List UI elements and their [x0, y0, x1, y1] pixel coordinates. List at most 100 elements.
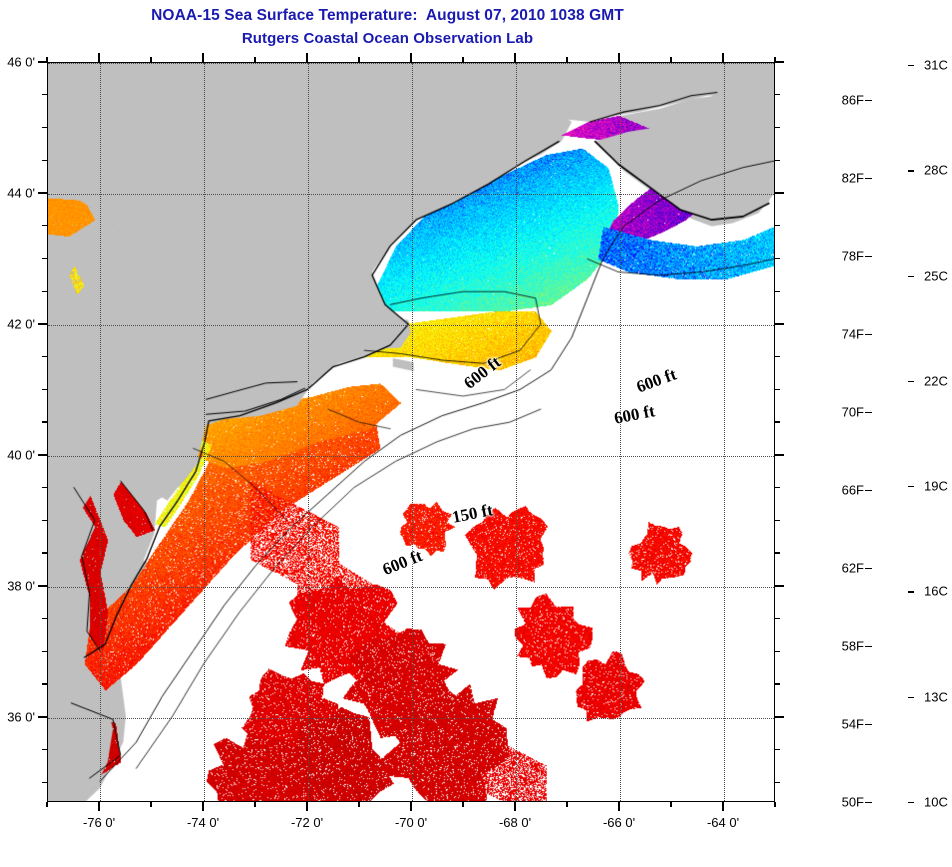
colorbar-label-fahrenheit: 50F: [841, 794, 864, 810]
x-axis-tick-top: [150, 57, 152, 62]
x-axis-tick-top: [46, 57, 48, 62]
y-axis-tick: [38, 61, 47, 63]
y-axis-tick-right: [775, 94, 780, 96]
colorbar-tick-left: [865, 490, 872, 492]
colorbar-label-fahrenheit: 82F: [841, 170, 864, 186]
colorbar-label-fahrenheit: 66F: [841, 482, 864, 498]
colorbar-tick-left: [865, 646, 872, 648]
x-axis-tick: [722, 802, 724, 811]
x-axis-tick-top: [410, 53, 412, 62]
x-axis-label: -68 0': [498, 815, 532, 830]
y-axis-tick-right: [775, 683, 780, 685]
y-axis-tick: [38, 192, 47, 194]
y-axis-tick-right: [775, 192, 784, 194]
y-axis-tick-right: [775, 290, 780, 292]
y-axis-tick-right: [775, 159, 780, 161]
colorbar-label-celsius: 28C: [924, 162, 948, 178]
y-axis-tick: [42, 650, 47, 653]
y-axis-tick-right: [775, 323, 784, 325]
x-axis-tick: [358, 802, 360, 807]
x-axis-tick-top: [670, 57, 672, 62]
colorbar-label-fahrenheit: 74F: [841, 326, 864, 342]
colorbar-label-fahrenheit: 78F: [841, 248, 864, 264]
y-axis-tick: [42, 225, 47, 227]
colorbar-label-celsius: 13C: [924, 689, 948, 705]
y-axis-label: 42 0': [7, 316, 35, 332]
x-axis-tick: [774, 802, 776, 807]
x-axis-tick-top: [254, 57, 256, 62]
x-axis-label: -66 0': [602, 815, 636, 830]
y-axis-tick-right: [775, 257, 780, 260]
y-axis-tick-right: [775, 486, 780, 489]
x-axis-tick-top: [722, 53, 724, 62]
y-axis-tick: [42, 683, 47, 685]
colorbar-tick-right: [908, 802, 914, 804]
colorbar-tick-left: [865, 568, 872, 570]
x-axis-tick: [618, 802, 620, 811]
colorbar-tick-left: [865, 178, 872, 180]
y-axis-tick-right: [775, 61, 784, 63]
colorbar-label-fahrenheit: 54F: [841, 716, 864, 732]
y-axis-tick-right: [775, 585, 784, 587]
x-axis-label: -72 0': [290, 815, 324, 830]
page-title: NOAA-15 Sea Surface Temperature: August …: [151, 7, 624, 24]
y-axis-tick-right: [775, 781, 780, 784]
x-axis-tick: [670, 802, 672, 807]
colorbar-tick-left: [865, 334, 872, 336]
y-axis-tick-right: [775, 126, 780, 129]
y-axis-tick: [42, 552, 47, 554]
x-axis-label: -76 0': [82, 815, 116, 830]
colorbar-label-fahrenheit: 62F: [841, 560, 864, 576]
y-axis-tick: [38, 323, 47, 325]
y-axis-tick: [42, 486, 47, 489]
y-axis-label: 40 0': [7, 447, 35, 463]
x-axis-tick: [98, 802, 100, 811]
y-axis-tick: [38, 585, 47, 587]
y-axis-tick-right: [775, 617, 780, 620]
x-axis-label: -74 0': [186, 815, 220, 830]
colorbar-tick-right: [908, 486, 914, 488]
colorbar-tick-right: [908, 380, 914, 383]
y-axis-tick: [42, 388, 47, 391]
x-axis-label: -64 0': [706, 815, 740, 830]
x-axis-tick-top: [618, 53, 620, 62]
x-axis-tick: [254, 802, 256, 807]
y-axis-label: 46 0': [7, 54, 35, 70]
y-axis-label: 38 0': [7, 578, 35, 594]
y-axis-tick: [42, 617, 47, 620]
map-plot-area: 600 ft 600 ft 600 ft 150 ft 600 ft: [47, 62, 775, 802]
x-axis-tick: [306, 802, 308, 811]
y-axis-tick: [42, 355, 47, 358]
y-axis-tick-right: [775, 388, 780, 391]
colorbar-label-fahrenheit: 86F: [841, 92, 864, 108]
y-axis-tick: [38, 716, 47, 718]
colorbar-tick-right: [908, 170, 914, 172]
colorbar-label-celsius: 25C: [924, 268, 948, 284]
x-axis-tick-top: [358, 57, 360, 62]
colorbar-tick-right: [908, 275, 914, 277]
colorbar-tick-left: [865, 802, 872, 804]
y-axis-tick: [42, 748, 47, 751]
x-axis-label: -70 0': [394, 815, 428, 830]
colorbar-label-fahrenheit: 58F: [841, 638, 864, 654]
colorbar-tick-left: [865, 412, 872, 414]
x-axis-tick-top: [774, 57, 776, 62]
x-axis-tick: [46, 802, 48, 807]
y-axis-tick-right: [775, 748, 780, 751]
y-axis-tick: [42, 159, 47, 161]
page-subtitle: Rutgers Coastal Ocean Observation Lab: [241, 30, 534, 47]
y-axis-tick: [42, 94, 47, 96]
y-axis-tick: [38, 454, 47, 456]
x-axis-tick: [566, 802, 568, 807]
y-axis-tick-right: [775, 454, 784, 456]
y-axis-label: 44 0': [7, 185, 35, 201]
y-axis-tick: [42, 781, 47, 784]
colorbar-tick-right: [908, 65, 914, 67]
x-axis-tick: [150, 802, 152, 807]
x-axis-tick-top: [514, 53, 516, 62]
y-axis-tick-right: [775, 421, 780, 423]
y-axis-tick: [42, 126, 47, 129]
colorbar-label-fahrenheit: 70F: [841, 404, 864, 420]
colorbar-tick-right: [908, 591, 914, 593]
x-axis-tick-top: [306, 53, 308, 62]
